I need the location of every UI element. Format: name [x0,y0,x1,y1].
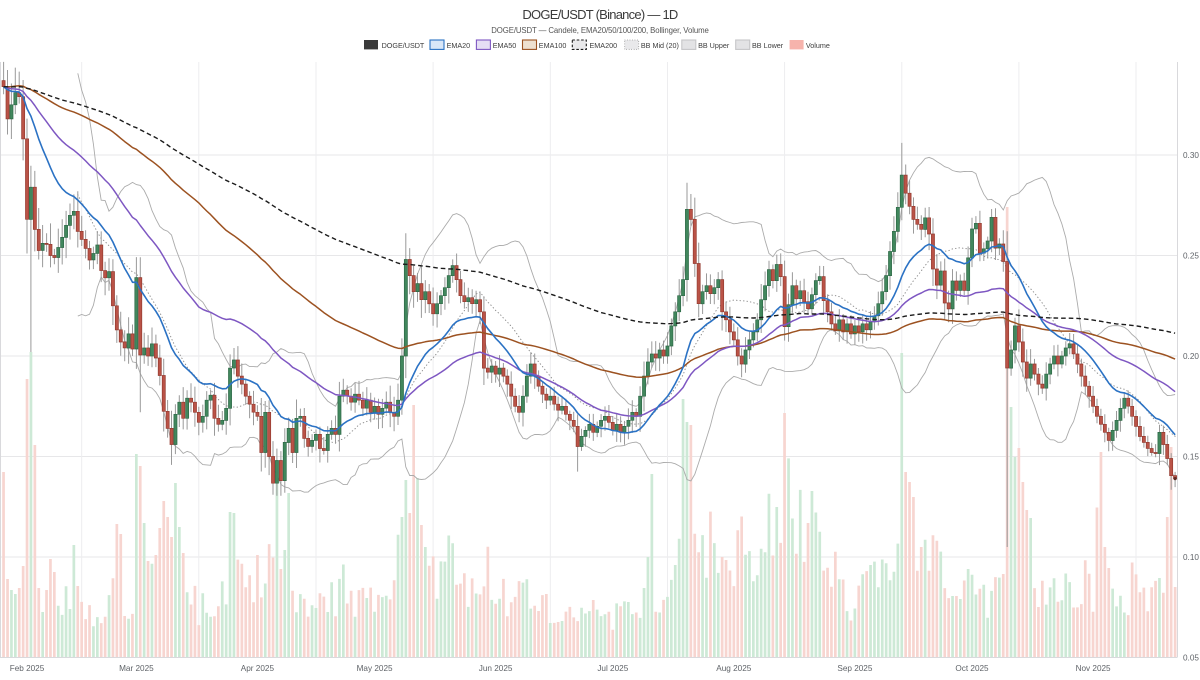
svg-text:Sep 2025: Sep 2025 [837,664,873,673]
svg-text:EMA20: EMA20 [447,41,471,50]
svg-text:0.25: 0.25 [1183,252,1199,261]
svg-text:Mar 2025: Mar 2025 [119,664,154,673]
svg-text:BB Mid (20): BB Mid (20) [641,41,679,50]
svg-text:Volume: Volume [806,41,830,50]
svg-text:Apr 2025: Apr 2025 [241,664,275,673]
svg-text:0.15: 0.15 [1183,453,1199,462]
svg-text:Feb 2025: Feb 2025 [10,664,45,673]
svg-text:BB Upper: BB Upper [698,41,730,50]
svg-text:Jul 2025: Jul 2025 [597,664,628,673]
svg-text:BB Lower: BB Lower [752,41,784,50]
svg-text:DOGE/USDT: DOGE/USDT [382,41,425,50]
svg-text:0.30: 0.30 [1183,151,1199,160]
svg-text:EMA200: EMA200 [590,41,618,50]
svg-text:EMA50: EMA50 [493,41,517,50]
svg-text:Jun 2025: Jun 2025 [479,664,513,673]
svg-text:EMA100: EMA100 [539,41,567,50]
svg-text:0.05: 0.05 [1183,654,1199,663]
svg-text:Nov 2025: Nov 2025 [1076,664,1111,673]
svg-text:Oct 2025: Oct 2025 [955,664,989,673]
svg-text:DOGE/USDT — Candele, EMA20/50/: DOGE/USDT — Candele, EMA20/50/100/200, B… [491,26,708,35]
svg-text:DOGE/USDT (Binance) — 1D: DOGE/USDT (Binance) — 1D [522,7,678,22]
svg-text:0.20: 0.20 [1183,352,1199,361]
svg-text:0.10: 0.10 [1183,553,1199,562]
svg-text:May 2025: May 2025 [357,664,393,673]
svg-text:Aug 2025: Aug 2025 [716,664,752,673]
